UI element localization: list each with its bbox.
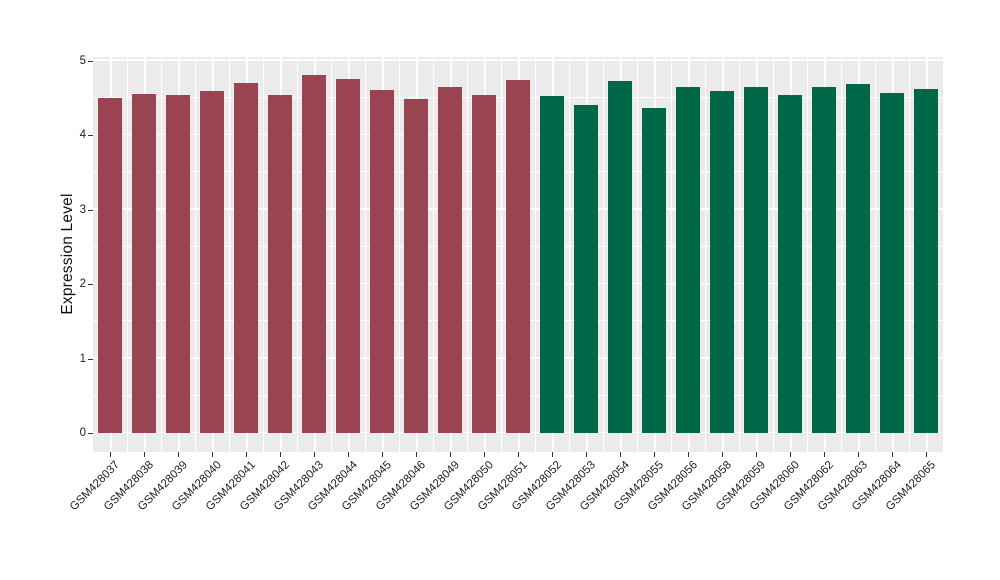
bar-GSM428054 [608, 80, 632, 433]
x-tick-mark [110, 452, 112, 457]
gridline-v-minor [603, 57, 604, 452]
bar-GSM428040 [200, 91, 224, 433]
x-tick-mark [450, 452, 452, 457]
bar-GSM428051 [506, 79, 530, 433]
y-tick-mark [88, 433, 93, 435]
x-tick-mark [926, 452, 928, 457]
gridline-v-minor [229, 57, 230, 452]
bar-GSM428064 [880, 92, 904, 433]
bar-GSM428052 [540, 95, 564, 433]
gridline-v-minor [161, 57, 162, 452]
y-tick-mark [88, 358, 93, 360]
y-tick-label: 3 [79, 203, 86, 216]
x-tick-mark [212, 452, 214, 457]
gridline-v-minor [433, 57, 434, 452]
y-tick-label: 1 [79, 352, 86, 365]
bar-GSM428041 [234, 82, 258, 433]
bar-GSM428065 [914, 88, 938, 433]
x-tick-mark [518, 452, 520, 457]
x-tick-mark [246, 452, 248, 457]
x-tick-mark [654, 452, 656, 457]
bar-GSM428049 [438, 87, 462, 433]
plot-panel [93, 57, 943, 452]
bar-GSM428058 [710, 91, 734, 433]
bar-GSM428055 [642, 108, 666, 433]
gridline-v-minor [841, 57, 842, 452]
y-tick-label: 5 [79, 54, 86, 67]
x-tick-mark [586, 452, 588, 457]
gridline-v-minor [535, 57, 536, 452]
gridline-v-minor [773, 57, 774, 452]
bar-GSM428046 [404, 99, 428, 433]
bar-GSM428060 [778, 94, 802, 433]
gridline-v-minor [399, 57, 400, 452]
gridline-v-minor [195, 57, 196, 452]
gridline-v-minor [263, 57, 264, 452]
bar-GSM428050 [472, 94, 496, 433]
x-tick-mark [722, 452, 724, 457]
gridline-v-minor [467, 57, 468, 452]
x-tick-mark [824, 452, 826, 457]
x-tick-mark [892, 452, 894, 457]
x-tick-mark [314, 452, 316, 457]
y-tick-mark [88, 284, 93, 286]
x-tick-mark [280, 452, 282, 457]
bar-GSM428043 [302, 75, 326, 433]
y-tick-mark [88, 209, 93, 211]
bar-GSM428063 [846, 84, 870, 433]
x-tick-mark [382, 452, 384, 457]
gridline-v-minor [909, 57, 910, 452]
gridline-v-minor [739, 57, 740, 452]
gridline-v-minor [637, 57, 638, 452]
x-tick-mark [552, 452, 554, 457]
gridline-v-minor [807, 57, 808, 452]
bar-GSM428056 [676, 87, 700, 433]
bar-GSM428045 [370, 89, 394, 433]
bar-GSM428062 [812, 87, 836, 433]
bar-GSM428038 [132, 94, 156, 433]
gridline-v-minor [569, 57, 570, 452]
gridline-v-minor [331, 57, 332, 452]
gridline-v-minor [127, 57, 128, 452]
bar-GSM428037 [98, 97, 122, 433]
y-tick-label: 0 [79, 427, 86, 439]
gridline-v-minor [705, 57, 706, 452]
x-tick-mark [620, 452, 622, 457]
gridline-v-minor [365, 57, 366, 452]
x-tick-mark [348, 452, 350, 457]
gridline-v-minor [297, 57, 298, 452]
x-tick-mark [484, 452, 486, 457]
x-tick-mark [790, 452, 792, 457]
x-tick-mark [756, 452, 758, 457]
gridline-v-minor [671, 57, 672, 452]
bar-GSM428059 [744, 87, 768, 433]
x-tick-mark [688, 452, 690, 457]
x-tick-mark [416, 452, 418, 457]
gridline-v-minor [501, 57, 502, 452]
x-tick-mark [178, 452, 180, 457]
x-tick-mark [144, 452, 146, 457]
bar-GSM428053 [574, 105, 598, 433]
y-tick-mark [88, 60, 93, 62]
y-tick-mark [88, 135, 93, 137]
bar-GSM428044 [336, 79, 360, 433]
y-tick-label: 4 [79, 129, 86, 141]
bar-GSM428039 [166, 94, 190, 433]
gridline-v-minor [875, 57, 876, 452]
x-tick-mark [858, 452, 860, 457]
y-tick-label: 2 [79, 278, 86, 290]
bar-GSM428042 [268, 94, 292, 433]
